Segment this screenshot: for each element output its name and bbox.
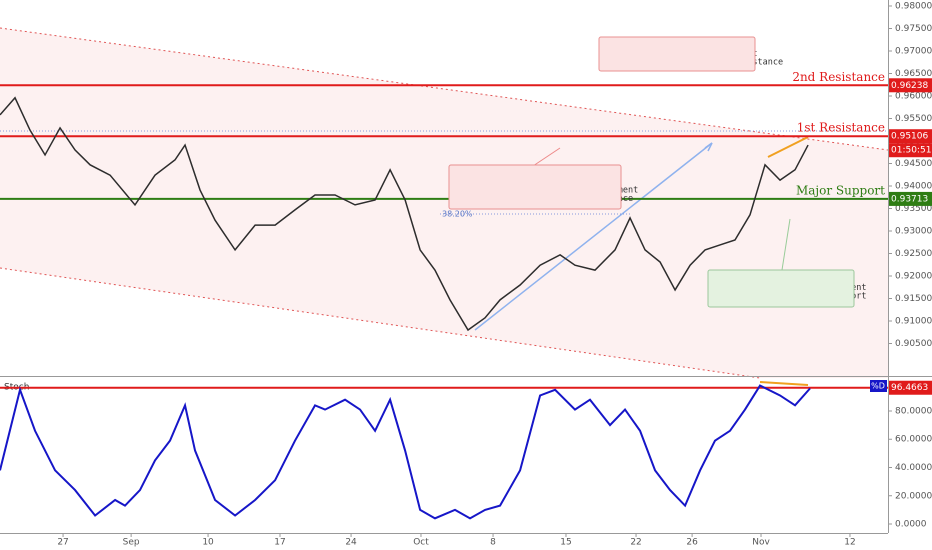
countdown-tag (889, 143, 932, 158)
x-tick-label: 22 (630, 538, 641, 548)
level-value: 0.95106 (891, 132, 928, 142)
x-tick-label: Nov (752, 538, 770, 548)
fib-label: 38.20% (442, 210, 473, 219)
level-tag (889, 380, 932, 395)
level-tag (889, 191, 932, 206)
level-tag (889, 78, 932, 93)
countdown: 01:50:51 (891, 146, 931, 156)
x-tick-label: 15 (560, 538, 571, 548)
y-tick-label: 0.0000 (895, 520, 927, 530)
y-tick-label: 0.94000 (895, 181, 932, 191)
y-tick-label: 40.0000 (895, 463, 932, 473)
y-tick-label: 0.96500 (895, 69, 932, 79)
series-line (0, 96, 809, 332)
x-tick-label: 12 (844, 538, 855, 548)
x-tick-label: Sep (123, 538, 140, 548)
y-tick-label: 0.92500 (895, 249, 932, 259)
y-tick-label: 0.98000 (895, 1, 932, 11)
annotation-box (707, 269, 855, 308)
callout-line (781, 218, 791, 271)
divergence-line (759, 381, 809, 386)
x-tick-label: 27 (57, 538, 68, 548)
y-tick-label: 20.0000 (895, 491, 932, 501)
legend-tag (870, 380, 887, 392)
level-name: Major Support (796, 183, 885, 197)
x-tick-label: 10 (202, 538, 214, 548)
channel-fill (0, 28, 888, 378)
x-tick-label: Oct (413, 538, 429, 548)
level-name: 1st Resistance (797, 121, 885, 135)
y-tick-label: 0.93000 (895, 226, 932, 236)
y-tick-label: 0.95500 (895, 114, 932, 124)
y-tick-label: 60.0000 (895, 435, 932, 445)
y-tick-label: 0.90500 (895, 339, 932, 349)
series-line (0, 384, 811, 520)
y-tick-label: 0.94500 (895, 159, 932, 169)
y-tick-label: 0.92000 (895, 271, 932, 281)
channel-upper (0, 27, 889, 151)
x-tick-label: 17 (274, 538, 285, 548)
level-value: 0.96238 (891, 81, 928, 91)
y-tick-label: 0.97000 (895, 46, 932, 56)
legend-label: %D (871, 382, 885, 391)
x-tick-label: 26 (686, 538, 698, 548)
y-tick-label: 0.91000 (895, 316, 932, 326)
y-tick-label: 80.0000 (895, 406, 932, 416)
y-tick-label: 0.93500 (895, 204, 932, 214)
level-value: 0.93713 (891, 194, 928, 204)
x-tick-label: 8 (490, 538, 496, 548)
level-name: 2nd Resistance (792, 70, 885, 84)
y-tick-label: 0.97500 (895, 24, 932, 34)
level-value: 96.4663 (891, 383, 928, 393)
level-tag (889, 129, 932, 144)
annotation-box (448, 164, 622, 210)
arrow-head (704, 142, 713, 152)
y-tick-label: 0.91500 (895, 294, 932, 304)
annotation-box (598, 36, 756, 72)
y-tick-label: 0.96000 (895, 91, 932, 101)
x-tick-label: 24 (345, 538, 357, 548)
divergence-line (767, 136, 809, 158)
projection-arrow (474, 142, 713, 331)
